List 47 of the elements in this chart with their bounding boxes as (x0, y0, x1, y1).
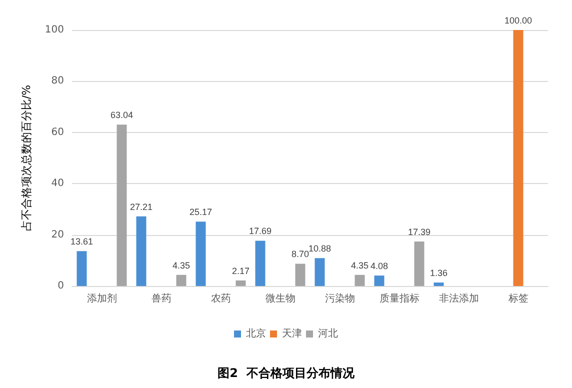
bar (176, 274, 186, 286)
bar (374, 276, 384, 286)
legend-label: 天津 (282, 328, 302, 340)
bar (314, 258, 325, 286)
bar (116, 124, 127, 286)
data-label: 17.69 (248, 226, 272, 236)
bar (434, 282, 444, 286)
bar (414, 241, 424, 286)
x-tick-label: 农药 (210, 292, 231, 304)
x-tick-label: 质量指标 (379, 292, 420, 304)
bar (295, 264, 306, 286)
data-label: 17.39 (408, 226, 431, 237)
y-tick-label: 80 (51, 76, 64, 87)
data-label: 27.21 (130, 202, 153, 212)
x-tick-label: 添加剂 (86, 292, 117, 304)
data-label: 1.36 (430, 268, 448, 278)
bar (136, 216, 146, 286)
bar (76, 251, 87, 286)
text: 图2 不合格项目分布情况 (218, 366, 356, 380)
x-tick-label: 微生物 (265, 292, 296, 304)
bar (196, 222, 206, 286)
bar (354, 274, 365, 286)
data-label: 10.88 (308, 244, 332, 254)
y-tick-label: 100 (44, 24, 64, 36)
x-tick-label: 非法添加 (438, 292, 479, 304)
data-label: 4.35 (350, 260, 369, 270)
legend-label: 河北 (318, 328, 338, 340)
data-label: 25.17 (189, 207, 212, 218)
data-label: 63.04 (110, 110, 134, 120)
data-label: 8.70 (291, 249, 310, 260)
y-tick-label: 40 (51, 178, 64, 190)
data-label: 2.17 (232, 266, 250, 276)
y-tick-label: 60 (51, 126, 64, 138)
y-tick-label: 0 (58, 280, 64, 292)
data-label: 13.61 (70, 236, 94, 247)
y-tick-label: 20 (51, 229, 64, 240)
data-label: 100.00 (504, 16, 532, 26)
x-tick-label: 污染物 (324, 292, 355, 304)
bar (236, 280, 246, 286)
data-label: 4.08 (370, 261, 388, 272)
x-tick-label: 兽药 (151, 292, 172, 304)
legend-label: 北京 (246, 328, 266, 340)
bar (255, 240, 266, 286)
y-axis-title: 占不合格项次总数的百分比/% (20, 84, 33, 232)
data-label: 4.35 (172, 260, 190, 270)
x-tick-label: 标签 (507, 292, 528, 304)
bar (513, 30, 524, 286)
